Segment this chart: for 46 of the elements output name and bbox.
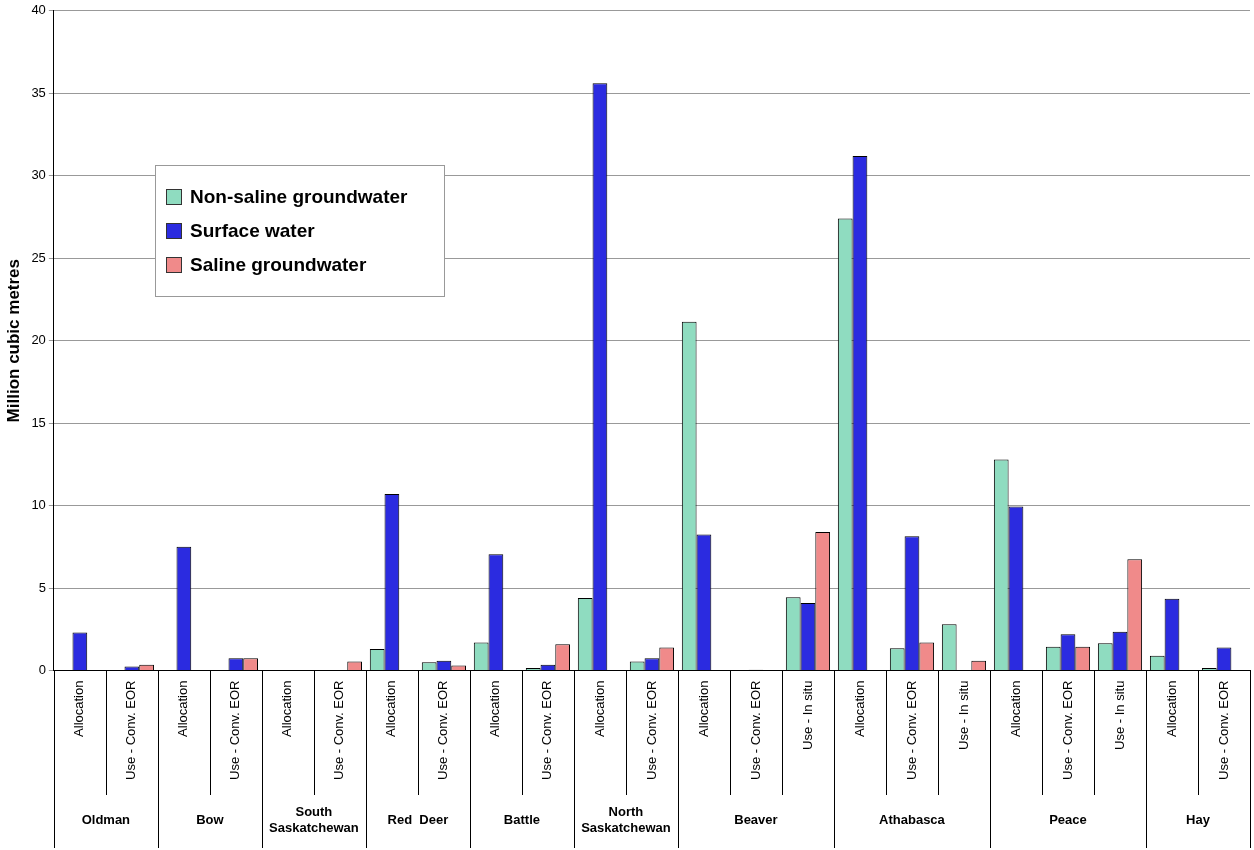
x-tick-label: Allocation xyxy=(851,680,867,737)
x-tick-label: Use - Conv. EOR xyxy=(227,680,243,780)
y-tick-label: 25 xyxy=(31,249,46,265)
x-tick-label: Use - Conv. EOR xyxy=(747,680,763,780)
x-tick-label: Use - In situ xyxy=(799,680,815,750)
x-tick-label: Use - Conv. EOR xyxy=(435,680,451,780)
text: Beaver xyxy=(734,811,778,827)
y-tick-label: 5 xyxy=(38,579,46,595)
x-tick-label: Allocation xyxy=(695,680,711,737)
y-tick-label: 30 xyxy=(31,167,46,183)
text: Oldman xyxy=(81,811,131,827)
x-tick-label: Use - Conv. EOR xyxy=(331,680,347,780)
x-tick-label: Allocation xyxy=(1007,680,1023,737)
x-tick-label: Allocation xyxy=(487,680,503,737)
y-tick-label: 15 xyxy=(31,414,46,430)
y-tick-label: 35 xyxy=(31,84,46,100)
y-tick-label: 20 xyxy=(31,332,46,348)
text: Battle xyxy=(503,811,540,827)
text: Hay xyxy=(1186,811,1211,827)
text: Red Deer xyxy=(387,811,449,827)
text: Bow xyxy=(196,811,225,827)
x-tick-label: Allocation xyxy=(175,680,191,737)
x-tick-label: Use - In situ xyxy=(1111,680,1127,750)
x-tick-label: Allocation xyxy=(591,680,607,737)
legend-label: Surface water xyxy=(190,220,315,242)
x-tick-label: Use - Conv. EOR xyxy=(1215,680,1231,780)
y-axis-title: Million cubic metres xyxy=(3,258,23,423)
text: South Saskatchewan xyxy=(269,803,359,835)
x-tick-label: Allocation xyxy=(383,680,399,737)
x-tick-label: Allocation xyxy=(279,680,295,737)
x-tick-label: Use - Conv. EOR xyxy=(643,680,659,780)
legend-label: Saline groundwater xyxy=(190,254,367,276)
text: Athabasca xyxy=(879,811,946,827)
y-tick-label: 10 xyxy=(31,497,46,513)
x-tick-label: Allocation xyxy=(71,680,87,737)
x-tick-label: Use - In situ xyxy=(955,680,971,750)
x-tick-label: Use - Conv. EOR xyxy=(539,680,555,780)
y-tick-label: 0 xyxy=(38,662,46,678)
legend-label: Non-saline groundwater xyxy=(190,186,408,208)
x-tick-label: Allocation xyxy=(1163,680,1179,737)
y-tick-label: 40 xyxy=(31,2,46,18)
text: Peace xyxy=(1049,811,1087,827)
x-tick-label: Use - Conv. EOR xyxy=(903,680,919,780)
x-tick-label: Use - Conv. EOR xyxy=(1059,680,1075,780)
x-tick-label: Use - Conv. EOR xyxy=(123,680,139,780)
text: North Saskatchewan xyxy=(581,803,671,835)
